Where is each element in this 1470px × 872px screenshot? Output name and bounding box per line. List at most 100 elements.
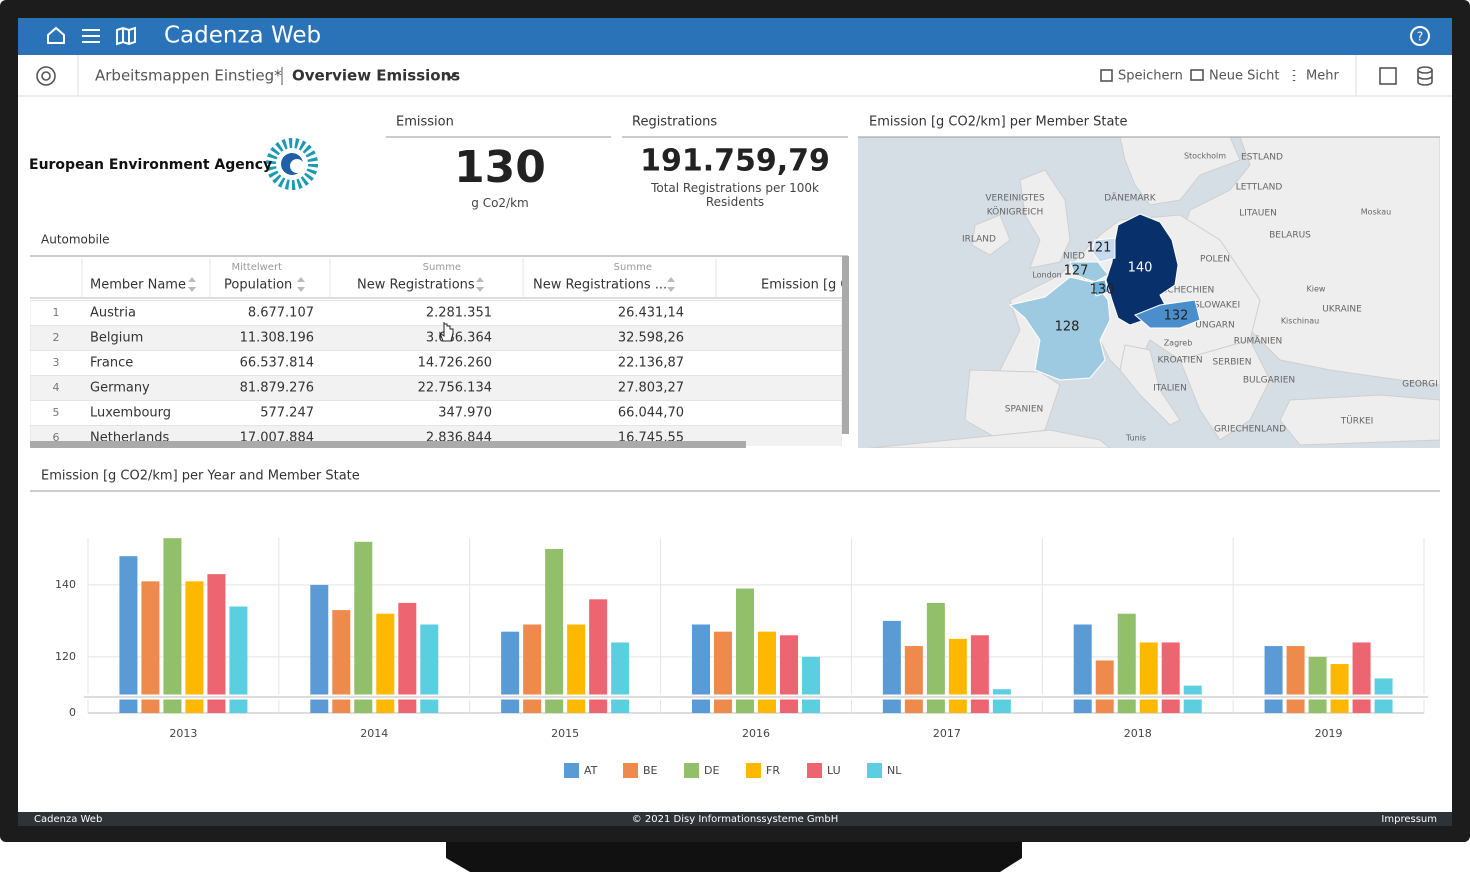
toolbar-action[interactable]: Speichern (1118, 69, 1183, 84)
legend-label[interactable]: AT (584, 764, 598, 777)
bar[interactable] (948, 638, 967, 713)
column-header[interactable]: New Registrations ... (533, 278, 667, 293)
bar[interactable] (567, 624, 586, 713)
sort-icon[interactable] (667, 277, 675, 292)
footer-center: © 2021 Disy Informationssysteme GmbH (632, 814, 839, 825)
bar[interactable] (758, 631, 776, 713)
bar[interactable] (589, 599, 608, 713)
legend-swatch[interactable] (746, 763, 761, 778)
legend-label[interactable]: BE (643, 764, 658, 777)
view-title[interactable]: Overview Emissions (292, 67, 460, 85)
sort-icon[interactable] (188, 277, 196, 292)
map-place-label: KROATIEN (1157, 356, 1202, 366)
map-value-label: 132 (1164, 309, 1189, 324)
column-header[interactable]: Population (224, 278, 292, 293)
bar[interactable] (1095, 660, 1114, 713)
bar[interactable] (376, 613, 395, 713)
bar[interactable] (1330, 664, 1349, 713)
bar[interactable] (141, 581, 160, 713)
bar[interactable] (1286, 646, 1305, 713)
bar[interactable] (692, 624, 710, 713)
map-region[interactable] (1134, 299, 1201, 329)
sort-icon[interactable] (297, 277, 305, 292)
map-place-label: Kiew (1307, 285, 1326, 294)
table-row[interactable] (30, 300, 842, 326)
h-scrollbar[interactable] (30, 441, 746, 448)
bar[interactable] (1308, 656, 1327, 713)
kpi-unit: Total Registrations per 100k Residents (651, 181, 819, 209)
bar[interactable] (501, 631, 520, 713)
bar[interactable] (714, 631, 732, 713)
map-place-label: BULGARIEN (1243, 376, 1295, 386)
bar[interactable] (736, 588, 754, 713)
v-scrollbar[interactable] (842, 256, 849, 434)
bar[interactable] (545, 548, 564, 713)
bar[interactable] (1117, 613, 1136, 713)
bar[interactable] (1139, 642, 1158, 713)
legend-swatch[interactable] (564, 763, 579, 778)
column-aggregate: Summe (614, 262, 652, 273)
table-cell: Germany (90, 381, 150, 396)
bar[interactable] (1352, 642, 1371, 713)
column-header[interactable]: New Registrations (357, 278, 475, 293)
help-icon[interactable]: ? (1417, 30, 1423, 44)
map-place-label: Tunis (1125, 434, 1146, 443)
bar[interactable] (398, 602, 417, 713)
bar[interactable] (1161, 642, 1180, 713)
bar[interactable] (904, 646, 923, 713)
bar[interactable] (992, 689, 1011, 713)
toolbar-icons[interactable] (36, 66, 1433, 86)
bar[interactable] (163, 538, 182, 713)
bar[interactable] (420, 624, 439, 713)
bar[interactable] (119, 556, 138, 713)
bar[interactable] (523, 624, 542, 713)
bar[interactable] (611, 642, 630, 713)
dropdown-icon[interactable] (445, 72, 457, 80)
map-place-label: RUMÄNIEN (1234, 336, 1283, 347)
map-region[interactable] (1069, 261, 1109, 283)
column-header[interactable]: Member Name (90, 278, 186, 293)
legend-label[interactable]: NL (887, 764, 902, 777)
legend-swatch[interactable] (867, 763, 882, 778)
bar[interactable] (354, 541, 373, 713)
table-cell: 26.431,14 (618, 306, 684, 321)
table-row[interactable] (30, 375, 842, 401)
table-row[interactable] (30, 350, 842, 376)
bar[interactable] (185, 581, 204, 713)
table-cell: Belgium (90, 331, 143, 346)
legend-label[interactable]: FR (766, 764, 780, 777)
bar[interactable] (802, 656, 820, 713)
legend-label[interactable]: LU (827, 764, 841, 777)
bar[interactable] (332, 610, 351, 713)
toolbar-action[interactable]: Mehr (1306, 69, 1339, 84)
map-region[interactable] (1008, 276, 1111, 381)
map-region[interactable] (1091, 237, 1116, 263)
map-region[interactable] (1091, 279, 1109, 297)
sort-icon[interactable] (476, 277, 484, 292)
legend-swatch[interactable] (623, 763, 638, 778)
nav-icons[interactable] (47, 26, 1430, 46)
footer-right[interactable]: Impressum (1381, 814, 1437, 825)
x-tick-label: 2016 (742, 727, 770, 740)
toolbar-action[interactable]: Neue Sicht (1209, 69, 1279, 84)
map-place-label: LITAUEN (1239, 209, 1277, 219)
table-row[interactable] (30, 425, 842, 451)
legend-swatch[interactable] (684, 763, 699, 778)
bar[interactable] (882, 620, 901, 713)
bar[interactable] (229, 606, 248, 713)
breadcrumb[interactable]: Arbeitsmappen Einstieg* (95, 67, 282, 85)
bar[interactable] (207, 574, 226, 713)
legend-swatch[interactable] (807, 763, 822, 778)
bar[interactable] (310, 584, 329, 713)
logo-text: European Environment Agency (29, 157, 272, 173)
bar[interactable] (926, 602, 945, 713)
footer-left: Cadenza Web (34, 814, 102, 825)
column-header[interactable]: Emission [g C (761, 278, 850, 293)
bar[interactable] (1073, 624, 1092, 713)
bar[interactable] (780, 635, 798, 713)
bar[interactable] (970, 635, 989, 713)
table-row[interactable] (30, 325, 842, 351)
bar[interactable] (1264, 646, 1283, 713)
kpi-value: 130 (454, 142, 546, 193)
legend-label[interactable]: DE (704, 764, 719, 777)
